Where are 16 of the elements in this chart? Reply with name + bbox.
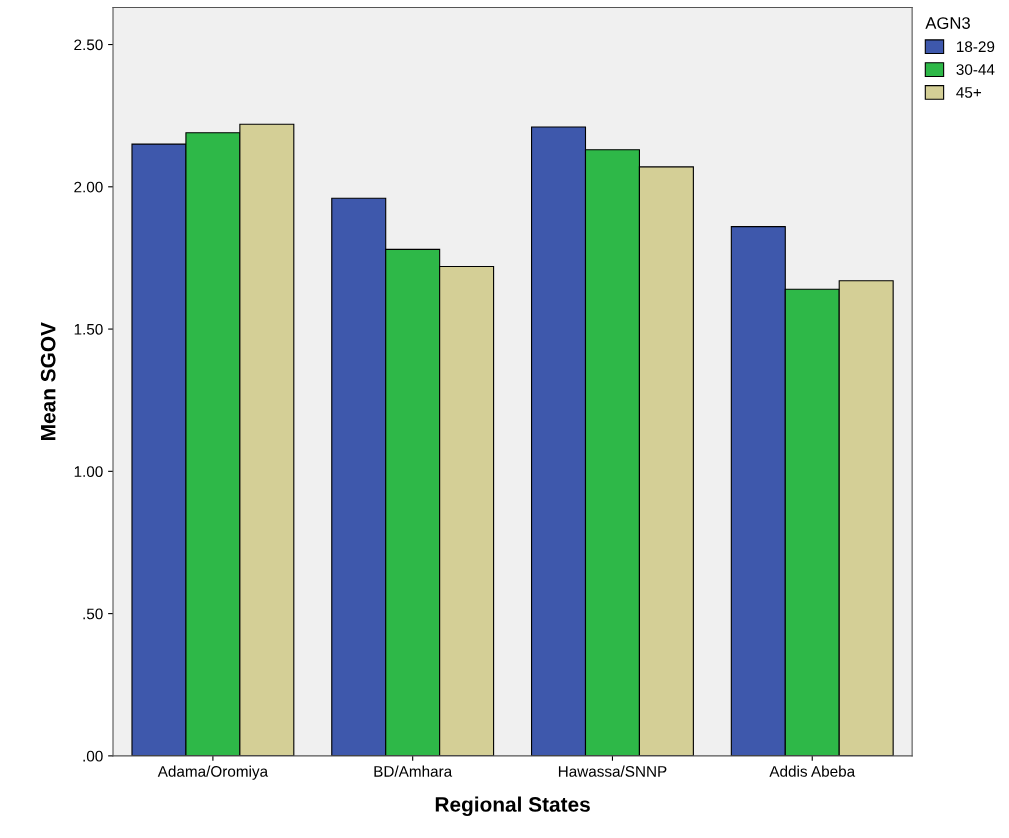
x-tick-label: Addis Abeba	[769, 765, 856, 777]
y-tick-label: .50	[83, 608, 103, 620]
y-tick-label: .00	[83, 750, 103, 762]
y-tick-label: 2.50	[74, 39, 103, 51]
legend-label: 30-44	[956, 64, 995, 75]
legend-title: AGN3	[925, 17, 970, 29]
y-tick-label: 1.00	[74, 466, 103, 478]
y-tick-label: 2.00	[74, 181, 103, 193]
y-tick-label: 1.50	[74, 323, 103, 335]
x-tick-label: BD/Amhara	[374, 765, 453, 777]
legend-label: 18-29	[957, 41, 995, 53]
x-tick-label: Adama/Oromiya	[157, 765, 269, 780]
y-axis-title: Mean SGOV	[40, 322, 56, 440]
x-axis-title: Regional States	[435, 796, 590, 817]
legend-label: 45+	[956, 87, 982, 98]
x-tick-label: Hawassa/SNNP	[558, 765, 667, 777]
